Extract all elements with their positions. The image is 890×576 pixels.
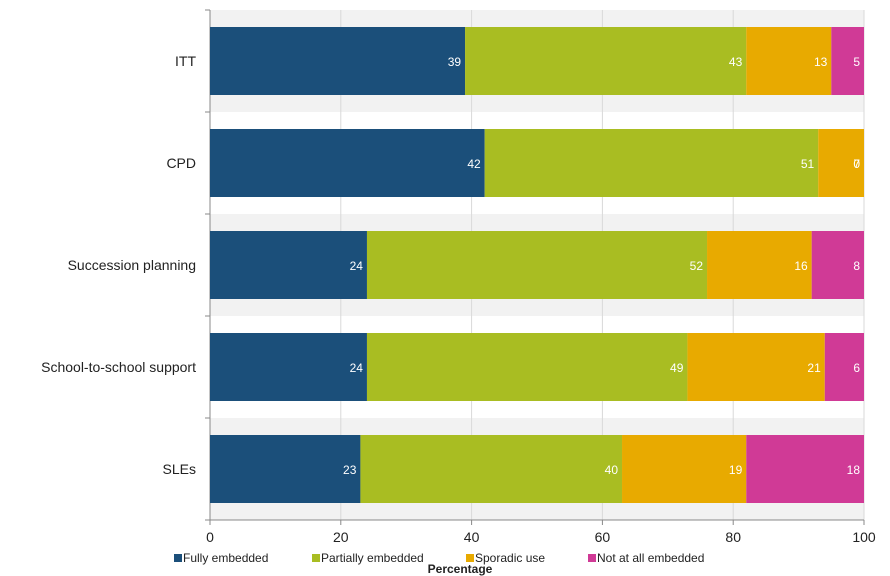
- legend-label: Not at all embedded: [597, 551, 704, 565]
- data-label: 43: [729, 55, 743, 69]
- data-label: 0: [853, 157, 860, 171]
- x-tick-label: 80: [725, 529, 741, 545]
- legend-swatch: [588, 554, 596, 562]
- bar-segment: [210, 435, 361, 503]
- category-label: ITT: [175, 53, 196, 69]
- x-tick-label: 100: [852, 529, 876, 545]
- data-label: 18: [847, 463, 861, 477]
- x-tick-labels: 0 20 40 60 80 100: [206, 529, 876, 545]
- bar-segment: [465, 27, 747, 95]
- data-label: 8: [853, 259, 860, 273]
- data-label: 24: [350, 259, 364, 273]
- bar-segment: [360, 435, 623, 503]
- bar-segment: [210, 333, 367, 401]
- data-label: 39: [448, 55, 462, 69]
- category-label: SLEs: [163, 461, 196, 477]
- data-label: 52: [690, 259, 704, 273]
- data-label: 42: [467, 157, 481, 171]
- category-label: Succession planning: [68, 257, 196, 273]
- data-label: 13: [814, 55, 828, 69]
- bar-segment: [484, 129, 819, 197]
- legend-swatch: [466, 554, 474, 562]
- legend-label: Fully embedded: [183, 551, 268, 565]
- bar-segment: [824, 333, 864, 401]
- legend: Fully embedded Partially embedded Sporadic…: [174, 551, 704, 565]
- data-label: 40: [605, 463, 619, 477]
- bar-segment: [818, 129, 864, 197]
- x-tick-label: 60: [595, 529, 611, 545]
- legend-label: Partially embedded: [321, 551, 424, 565]
- bar-segment: [210, 27, 466, 95]
- data-label: 5: [853, 55, 860, 69]
- bar-segment: [366, 333, 688, 401]
- data-label: 7: [853, 157, 860, 171]
- legend-swatch: [174, 554, 182, 562]
- bar-segment: [210, 129, 485, 197]
- bar-segment: [622, 435, 747, 503]
- category-label: School-to-school support: [41, 359, 196, 375]
- x-tick-label: 40: [464, 529, 480, 545]
- bar-segment: [687, 333, 825, 401]
- data-label: 49: [670, 361, 684, 375]
- x-axis-label: Percentage: [428, 562, 493, 576]
- bar-segment: [811, 231, 864, 299]
- data-label: 51: [801, 157, 815, 171]
- data-label: 24: [350, 361, 364, 375]
- data-label: 19: [729, 463, 743, 477]
- data-label: 6: [853, 361, 860, 375]
- data-labels: 39 43 13 5 42 51 70 24 52 16 8 24 49 21 6 23 40 19 18: [343, 55, 860, 477]
- data-label: 21: [807, 361, 821, 375]
- legend-label: Sporadic use: [475, 551, 545, 565]
- x-tick-label: 0: [206, 529, 214, 545]
- bar-segment: [831, 27, 864, 95]
- bar-segment: [210, 231, 367, 299]
- data-label: 16: [794, 259, 808, 273]
- data-label: 23: [343, 463, 357, 477]
- category-label: CPD: [166, 155, 196, 171]
- legend-swatch: [312, 554, 320, 562]
- bar-segment: [707, 231, 812, 299]
- bars: [210, 27, 864, 503]
- bar-segment: [366, 231, 708, 299]
- category-labels: ITT CPD Succession planning School-to-schoo…: [41, 53, 196, 477]
- x-tick-label: 20: [333, 529, 349, 545]
- bar-segment: [746, 27, 832, 95]
- bar-segment: [746, 435, 864, 503]
